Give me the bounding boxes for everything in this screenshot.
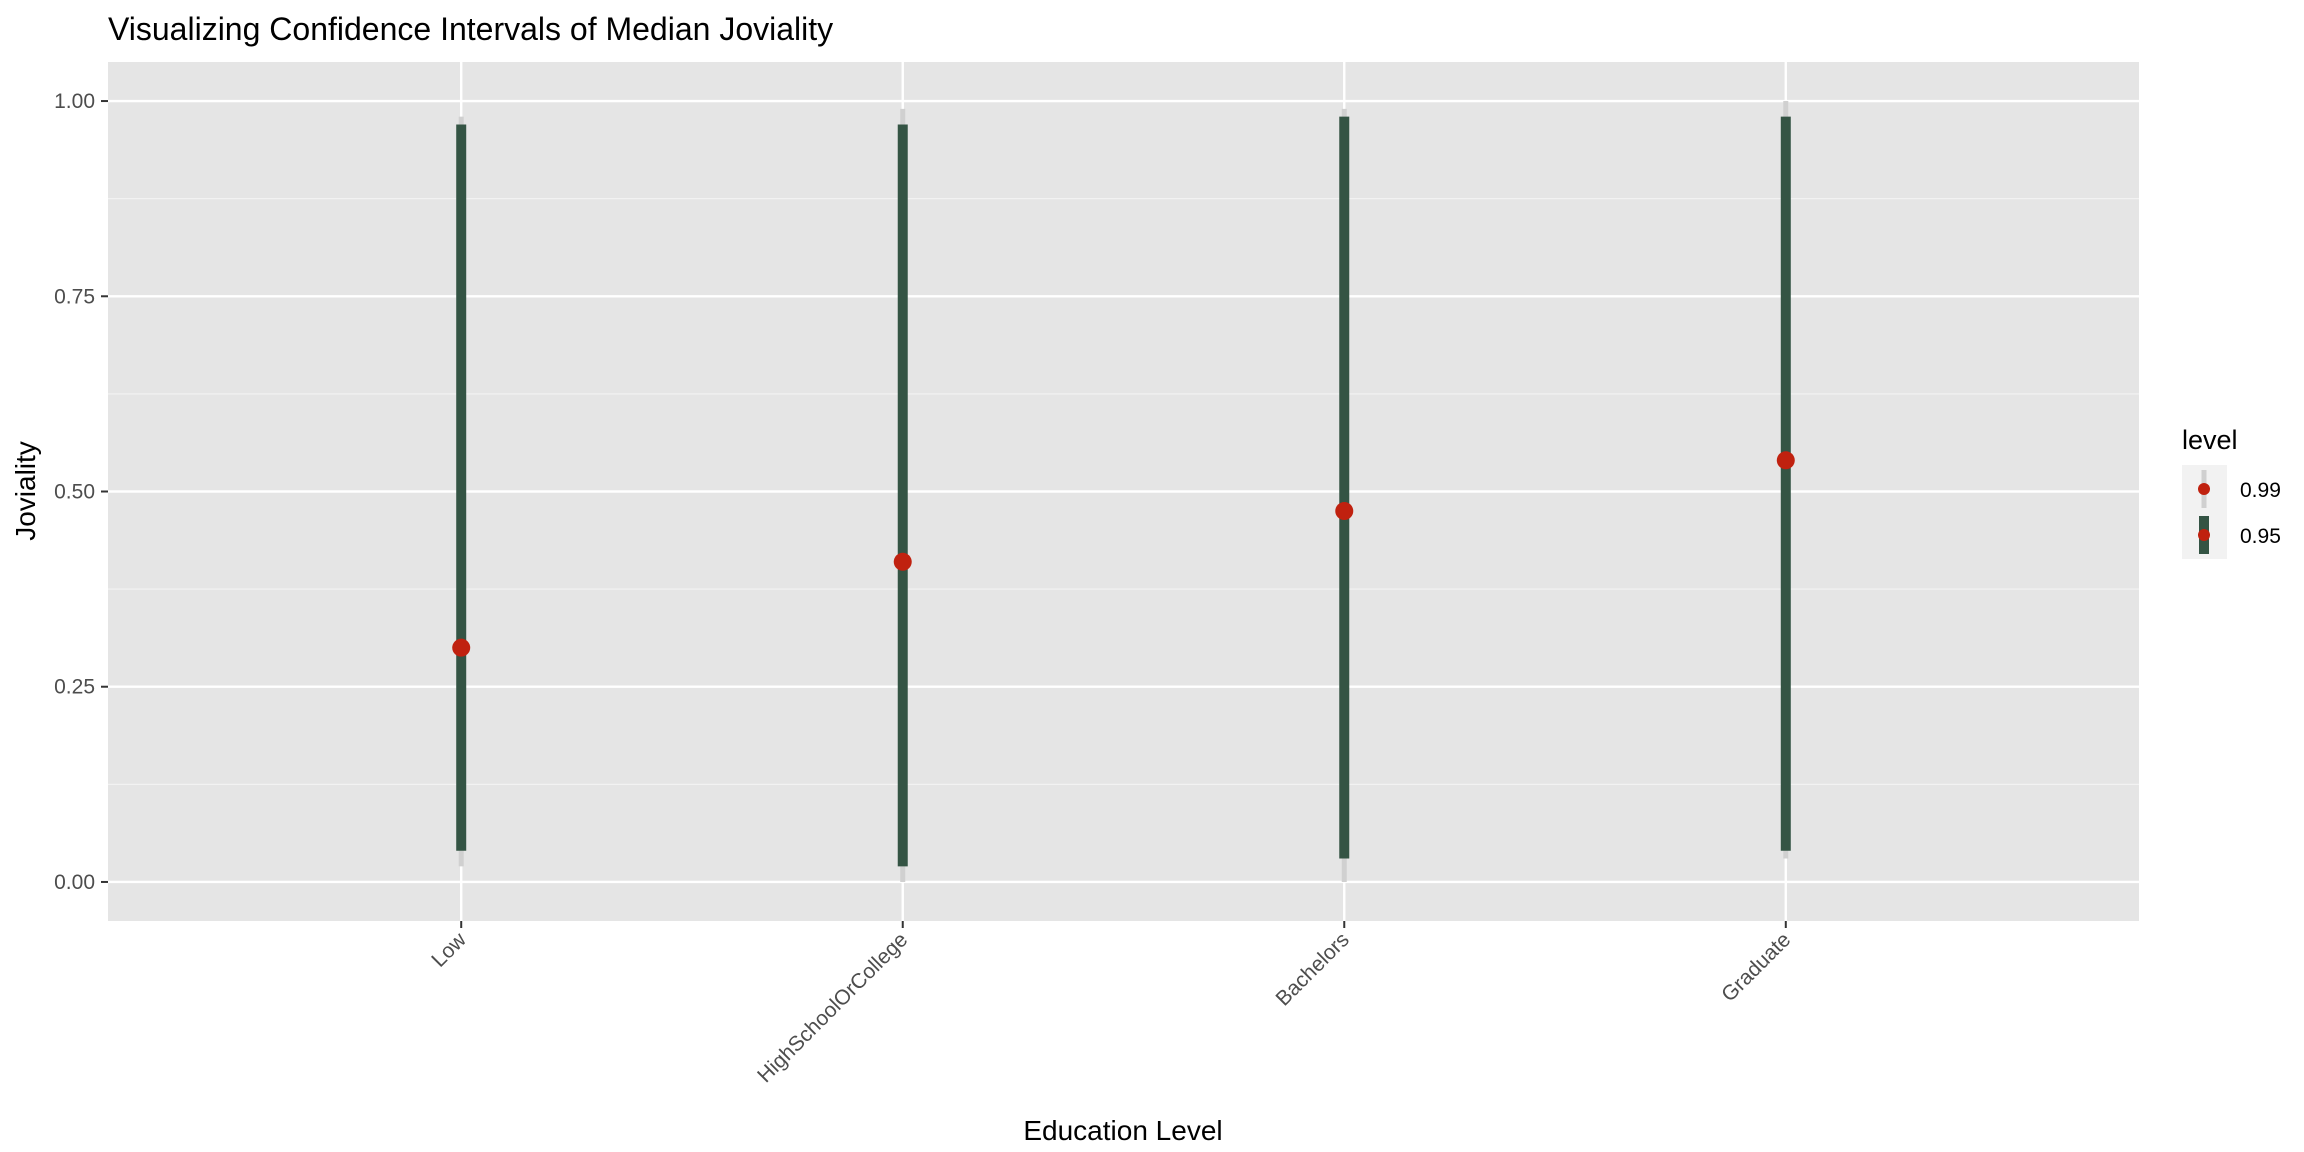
y-tick-label: 0.00 [54,871,95,894]
x-tick-label: Low [427,928,471,972]
y-tick-label: 0.50 [54,481,95,504]
x-axis-title: Education Level [1023,1115,1222,1146]
legend: level 0.99 0.95 [2182,425,2281,559]
y-tick-label: 1.00 [54,90,95,113]
interval-series [456,101,1791,882]
legend-label-0.95: 0.95 [2240,525,2281,548]
median-points [452,451,1795,657]
y-tick-label: 0.75 [54,285,95,308]
median-point-Graduate [1776,451,1795,470]
x-tick-label: Graduate [1717,928,1795,1006]
y-axis: 0.00 0.25 0.50 0.75 1.00 [54,90,108,894]
chart-title: Visualizing Confidence Intervals of Medi… [108,11,833,47]
x-tick-label: Bachelors [1271,928,1353,1010]
legend-key-point-0.99 [2198,483,2210,495]
y-tick-label: 0.25 [54,676,95,699]
legend-title: level [2182,425,2238,455]
x-axis: Low HighSchoolOrCollege Bachelors Graduate [427,921,1795,1087]
legend-key-point-0.95 [2198,529,2210,541]
median-point-Low [452,638,471,657]
y-axis-title: Joviality [10,441,41,541]
median-point-Bachelors [1335,502,1354,521]
legend-label-0.99: 0.99 [2240,479,2281,502]
x-tick-label: HighSchoolOrCollege [753,928,912,1087]
median-point-HighSchoolOrCollege [893,552,912,571]
